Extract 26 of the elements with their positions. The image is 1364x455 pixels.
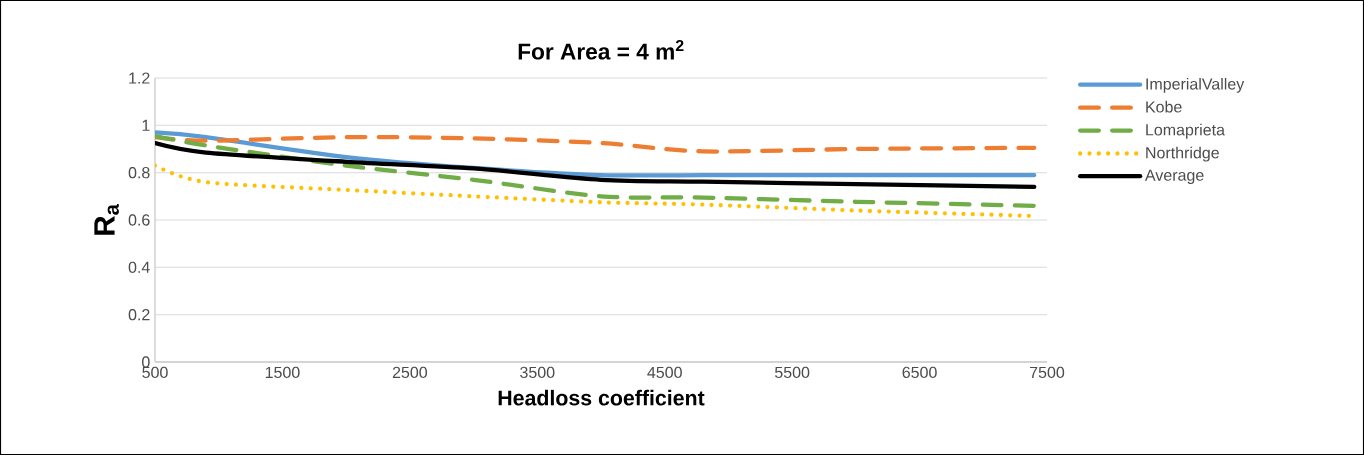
x-tick-label: 500 xyxy=(142,366,168,379)
x-tick-label: 1500 xyxy=(265,366,300,379)
legend-label: Average xyxy=(1144,169,1204,184)
y-tick-label: 0.2 xyxy=(128,309,150,321)
y-tick-label: 1.2 xyxy=(129,72,150,84)
x-tick-label: 7500 xyxy=(1030,366,1065,379)
legend-label: Kobe xyxy=(1146,100,1182,113)
x-tick-label: 6500 xyxy=(902,366,937,379)
y-tick-label: 0.6 xyxy=(128,214,150,226)
legend-label: ImperialValley xyxy=(1146,77,1245,93)
legend-label: Northridge xyxy=(1146,146,1219,162)
x-tick-label: 3500 xyxy=(520,366,555,379)
line-series xyxy=(155,133,1037,208)
line-series xyxy=(155,134,1037,154)
y-tick-label: 0.4 xyxy=(128,261,150,273)
x-axis-title: Headloss coefficient xyxy=(498,389,705,406)
line-series xyxy=(155,140,1037,190)
legend-label: Lomaprieta xyxy=(1146,123,1225,139)
chart-title: For Area = 4 m$^{2}$ xyxy=(518,39,684,60)
x-tick-label: 5500 xyxy=(774,366,810,379)
y-axis-title: R$_{a}$ xyxy=(94,203,119,235)
y-tick-label: 1 xyxy=(142,119,150,131)
y-tick-label: 0.8 xyxy=(128,167,150,179)
y-tick-label: 0 xyxy=(142,356,150,368)
x-tick-label: 2500 xyxy=(392,366,428,379)
x-tick-label: 4500 xyxy=(647,366,682,379)
